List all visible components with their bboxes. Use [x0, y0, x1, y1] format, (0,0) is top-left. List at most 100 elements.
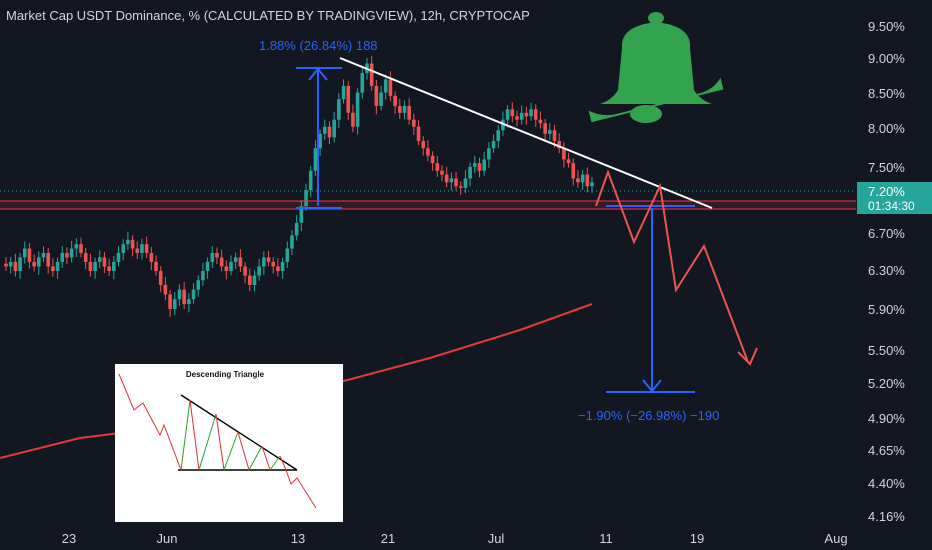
candle	[41, 252, 46, 258]
candle	[27, 248, 32, 262]
candle	[548, 130, 552, 134]
candle	[112, 261, 116, 272]
measure-down-arrow	[642, 379, 662, 393]
candle	[107, 266, 111, 272]
candle	[22, 248, 27, 258]
candle	[46, 252, 50, 267]
time-axis-label: 23	[62, 531, 76, 546]
inset-trendline	[180, 394, 298, 471]
bell-clapper	[630, 105, 662, 123]
candle	[393, 95, 397, 106]
candle	[510, 109, 515, 117]
current-price-badge	[857, 182, 932, 214]
candle	[308, 170, 313, 191]
price-axis-label: 5.90%	[868, 302, 905, 317]
inset-zigzag-segment	[180, 399, 191, 471]
candle	[97, 257, 102, 262]
candle	[191, 289, 196, 300]
candle	[4, 263, 8, 267]
candle	[74, 244, 79, 249]
candle	[285, 248, 290, 262]
candle	[233, 257, 238, 262]
candle	[177, 289, 182, 300]
time-axis-label: Jun	[157, 531, 178, 546]
candle	[83, 252, 88, 262]
measure-up-label: 1.88% (26.84%) 188	[259, 38, 378, 53]
candle	[543, 123, 547, 134]
candle	[215, 252, 219, 258]
candle	[262, 257, 266, 267]
price-axis-label: 6.70%	[868, 226, 905, 241]
candle	[519, 112, 524, 120]
candle	[69, 248, 74, 258]
candle	[402, 105, 407, 113]
candle	[557, 140, 561, 149]
candle	[168, 294, 172, 309]
candle	[88, 261, 93, 272]
inset-zigzag-segment	[279, 455, 287, 471]
inset-zigzag-segment	[189, 399, 200, 471]
inset-zigzag-segment	[198, 413, 217, 471]
candle	[426, 148, 430, 156]
candle	[440, 170, 444, 175]
candle	[294, 222, 299, 236]
candle	[304, 190, 308, 207]
candle	[360, 73, 365, 93]
candle	[383, 79, 388, 93]
candle	[196, 280, 201, 290]
candle	[158, 271, 163, 285]
candle	[8, 261, 13, 267]
candle	[93, 261, 97, 272]
inset-zigzag-segment	[248, 445, 263, 471]
inset-title: Descending Triangle	[186, 370, 265, 379]
candle	[458, 186, 463, 188]
candle	[79, 244, 83, 253]
measure-down-label: −1.90% (−26.98%) −190	[578, 408, 719, 423]
candle	[55, 261, 60, 272]
candle	[585, 174, 590, 187]
candle	[130, 239, 135, 249]
candle	[135, 248, 140, 253]
price-axis-label: 8.00%	[868, 121, 905, 136]
candle	[566, 159, 571, 164]
candle	[299, 206, 304, 223]
time-axis-label: 11	[599, 531, 613, 546]
time-axis-label: 21	[381, 531, 395, 546]
candle	[149, 252, 154, 262]
candle	[416, 126, 421, 141]
candle	[243, 266, 247, 276]
inset-down-path	[118, 373, 182, 471]
bell-rim	[588, 77, 724, 123]
candle	[318, 133, 322, 149]
candle	[13, 261, 18, 272]
candle	[412, 119, 416, 127]
candle	[562, 148, 566, 160]
candle	[144, 244, 149, 253]
bell-body	[600, 22, 712, 104]
candle	[351, 112, 355, 127]
candle	[341, 85, 346, 100]
candle	[444, 174, 449, 183]
candle	[18, 257, 22, 272]
candle	[468, 166, 472, 179]
projection-arrow	[737, 347, 758, 366]
candle	[355, 92, 360, 127]
candle	[322, 126, 327, 134]
candle	[571, 163, 576, 179]
candle	[210, 252, 215, 262]
candle	[252, 275, 257, 285]
time-axis-label: 19	[690, 531, 704, 546]
price-axis-label: 9.00%	[868, 51, 905, 66]
candle	[538, 119, 543, 124]
price-axis-label: 9.50%	[868, 19, 905, 34]
descending-triangle-inset: Descending Triangle	[115, 364, 343, 522]
candle	[154, 261, 158, 272]
candle	[388, 79, 393, 96]
projection-path	[595, 169, 749, 363]
candle	[346, 85, 351, 113]
price-axis-label: 4.16%	[868, 509, 905, 524]
candle	[238, 257, 243, 267]
candle	[266, 257, 271, 262]
